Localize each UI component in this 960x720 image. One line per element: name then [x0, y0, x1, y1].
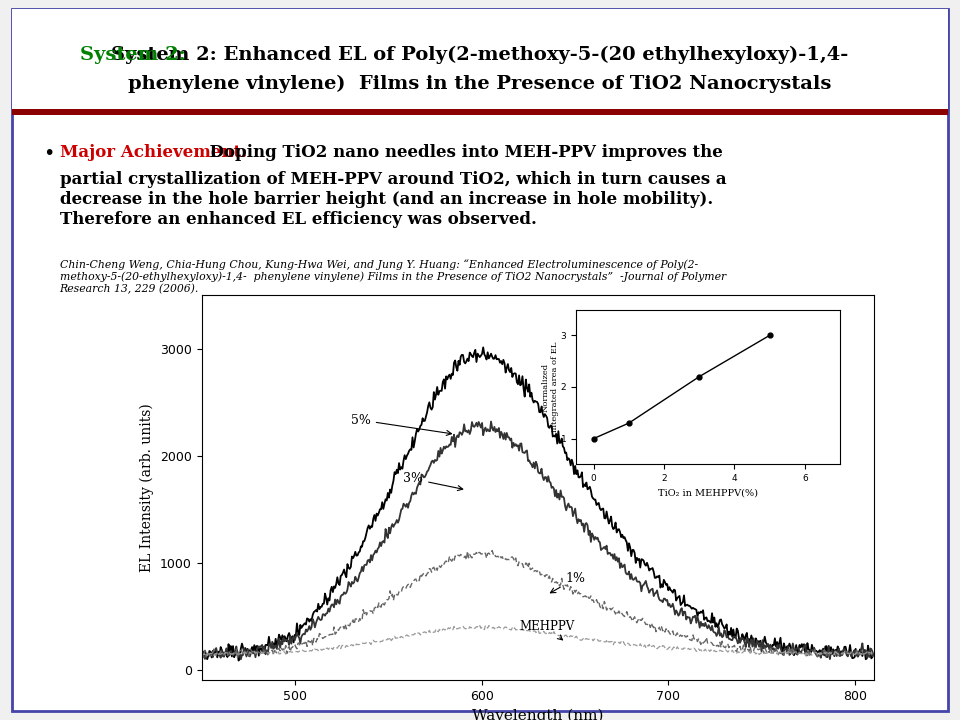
Text: Doping TiO2 nano needles into MEH-PPV improves the: Doping TiO2 nano needles into MEH-PPV im…	[60, 144, 722, 161]
Text: 3%: 3%	[403, 472, 463, 490]
Y-axis label: EL Intensity (arb. units): EL Intensity (arb. units)	[140, 403, 155, 572]
Text: 5%: 5%	[351, 413, 451, 436]
Text: MEHPPV: MEHPPV	[519, 620, 574, 640]
X-axis label: TiO₂ in MEHPPV(%): TiO₂ in MEHPPV(%)	[658, 489, 758, 498]
Text: •: •	[43, 144, 55, 163]
Bar	[12, 109, 948, 115]
Text: Major Achievement:: Major Achievement:	[60, 144, 247, 161]
X-axis label: Wavelength (nm): Wavelength (nm)	[472, 708, 603, 720]
Text: Chin-Cheng Weng, Chia-Hung Chou, Kung-Hwa Wei, and Jung Y. Huang: “Enhanced Elec: Chin-Cheng Weng, Chia-Hung Chou, Kung-Hw…	[60, 259, 726, 294]
Text: System 2:: System 2:	[80, 45, 185, 63]
Text: phenylene vinylene)  Films in the Presence of TiO2 Nanocrystals: phenylene vinylene) Films in the Presenc…	[129, 75, 831, 94]
Bar	[12, 9, 948, 112]
Y-axis label: Normalized
integrated area of EL: Normalized integrated area of EL	[542, 342, 559, 432]
Text: System 2: Enhanced EL of Poly(2-methoxy-5-(20 ethylhexyloxy)-1,4-: System 2: Enhanced EL of Poly(2-methoxy-…	[111, 45, 849, 64]
Text: 1%: 1%	[550, 572, 586, 593]
Text: partial crystallization of MEH-PPV around TiO2, which in turn causes a
decrease : partial crystallization of MEH-PPV aroun…	[60, 171, 726, 228]
